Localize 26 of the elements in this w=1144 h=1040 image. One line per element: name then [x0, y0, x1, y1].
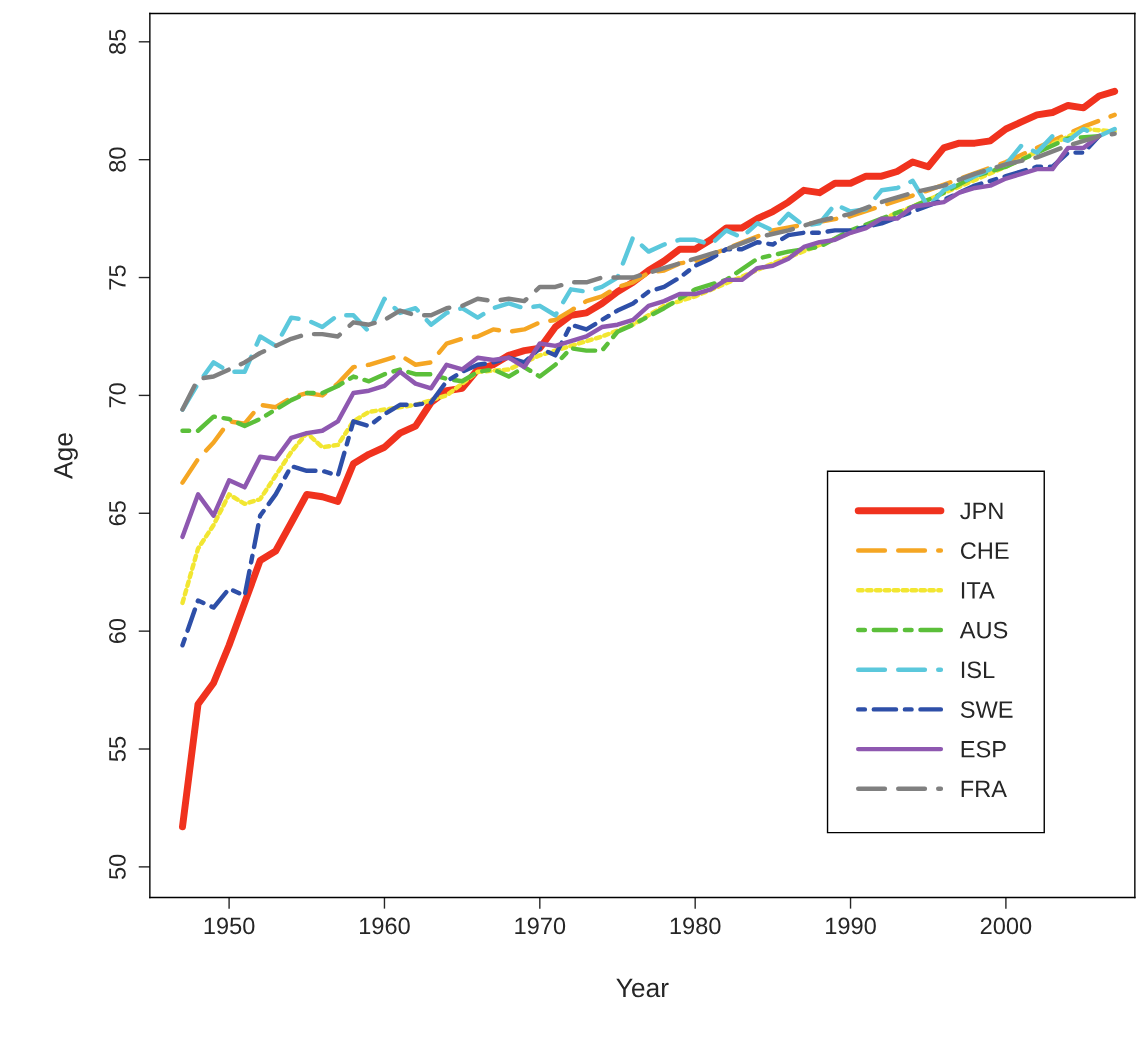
y-tick-label: 55 — [109, 736, 126, 762]
x-tick-label: 1970 — [515, 917, 566, 935]
x-tick-label: 2000 — [980, 917, 1032, 935]
legend-label: ESP — [961, 740, 1006, 758]
line-series — [180, 133, 1102, 540]
y-tick-label: 75 — [109, 265, 126, 290]
y-tick-label: 85 — [109, 29, 126, 54]
legend-label: JPN — [960, 502, 1003, 520]
y-tick-label: 65 — [109, 501, 126, 526]
legend-label: AUS — [959, 621, 1008, 639]
legend-label: ISL — [961, 661, 995, 679]
y-tick-label: 50 — [109, 854, 126, 880]
y-tick-label: 70 — [109, 383, 126, 408]
y-tick-label: 60 — [109, 618, 126, 644]
x-tick-label: 1950 — [204, 917, 255, 935]
legend-label: CHE — [960, 542, 1009, 559]
y-tick-label: 80 — [109, 147, 126, 172]
line-series — [180, 112, 1117, 485]
x-tick-label: 1960 — [360, 917, 410, 935]
x-tick-label: 1990 — [826, 917, 876, 935]
legend-label: FRA — [961, 780, 1007, 798]
x-axis-title: Year — [616, 978, 669, 998]
legend-label: SWE — [960, 701, 1013, 718]
legend-label: ITA — [961, 582, 995, 599]
y-axis-title: Age — [54, 433, 78, 479]
x-tick-label: 1980 — [670, 917, 721, 935]
